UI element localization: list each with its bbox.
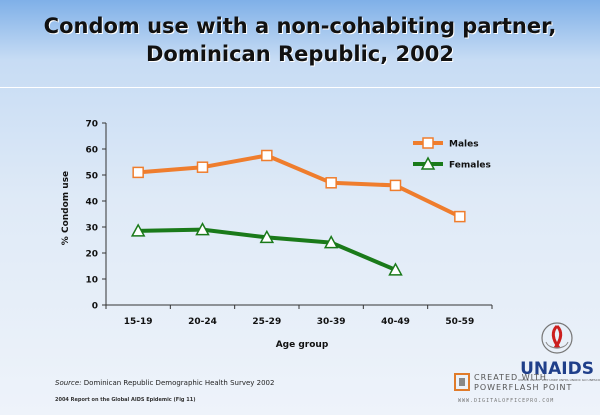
data-point-triangle <box>195 222 210 236</box>
ribbon-emblem-icon <box>541 322 573 354</box>
watermark-line-1: CREATED WITH <box>474 373 547 382</box>
legend-label-males: Males <box>449 140 479 150</box>
watermark-logo-icon <box>454 373 470 391</box>
data-point-triangle <box>130 223 146 237</box>
title-line-2: Dominican Republic, 2002 <box>146 42 454 66</box>
chart-series <box>130 149 466 276</box>
data-point-square <box>389 179 402 192</box>
unaids-logo-subtext: UNHCR UNICEF WFP UNDP UNFPA UNODC ILO UN… <box>518 378 600 382</box>
chart-axes <box>105 123 492 306</box>
data-point-square <box>422 137 434 149</box>
data-point-triangle <box>388 262 403 276</box>
x-tick-label: 20-24 <box>188 317 217 327</box>
x-tick-label: 40-49 <box>381 317 410 327</box>
data-point-square <box>132 166 144 179</box>
x-axis-label: Age group <box>276 340 329 350</box>
y-tick-label: 20 <box>85 250 98 260</box>
unaids-logo: UNAIDS UNHCR UNICEF WFP UNDP UNFPA UNODC… <box>518 320 600 382</box>
slide-title: Condom use with a non-cohabiting partner… <box>0 12 600 68</box>
source-label: Source: <box>55 379 82 387</box>
series-line-males <box>138 153 461 219</box>
watermark-line-3: WWW.DIGITALOFFICEPRO.COM <box>458 398 555 404</box>
x-tick-label: 50-59 <box>445 317 474 327</box>
y-tick-label: 0 <box>92 302 98 312</box>
chart-ticks: 0 10 20 30 40 50 60 70 15-19 20-24 25-29 30-39 40-49… <box>85 120 493 327</box>
y-tick-label: 60 <box>85 146 98 156</box>
y-axis-label: % Condom use <box>61 171 71 245</box>
data-point-square <box>454 210 466 223</box>
footnote: 2004 Report on the Global AIDS Epidemic … <box>55 397 196 403</box>
title-line-1: Condom use with a non-cohabiting partner… <box>43 14 557 38</box>
x-tick-label: 15-19 <box>124 317 153 327</box>
data-point-triangle <box>323 235 339 249</box>
data-point-square <box>325 177 337 189</box>
x-tick-label: 25-29 <box>252 317 281 327</box>
chart-legend: Males Females <box>413 137 491 171</box>
legend-label-females: Females <box>449 161 491 171</box>
y-tick-label: 10 <box>85 276 98 286</box>
y-tick-label: 30 <box>85 224 98 234</box>
data-point-square <box>196 161 209 173</box>
source-text: Dominican Republic Demographic Health Su… <box>81 379 275 387</box>
y-tick-label: 40 <box>85 198 98 208</box>
watermark: CREATED WITH POWERFLASH POINT WWW.DIGITA… <box>452 371 598 413</box>
data-point-triangle <box>420 156 436 170</box>
unaids-logo-text: UNAIDS <box>520 359 594 379</box>
source-note: Source: Dominican Republic Demographic H… <box>55 379 274 387</box>
title-divider <box>0 87 600 88</box>
data-point-triangle <box>259 229 275 244</box>
x-tick-label: 30-39 <box>317 317 346 327</box>
y-tick-label: 50 <box>85 172 98 182</box>
watermark-line-2: POWERFLASH POINT <box>474 383 573 392</box>
y-tick-label: 70 <box>85 120 98 130</box>
data-point-square <box>261 149 273 162</box>
